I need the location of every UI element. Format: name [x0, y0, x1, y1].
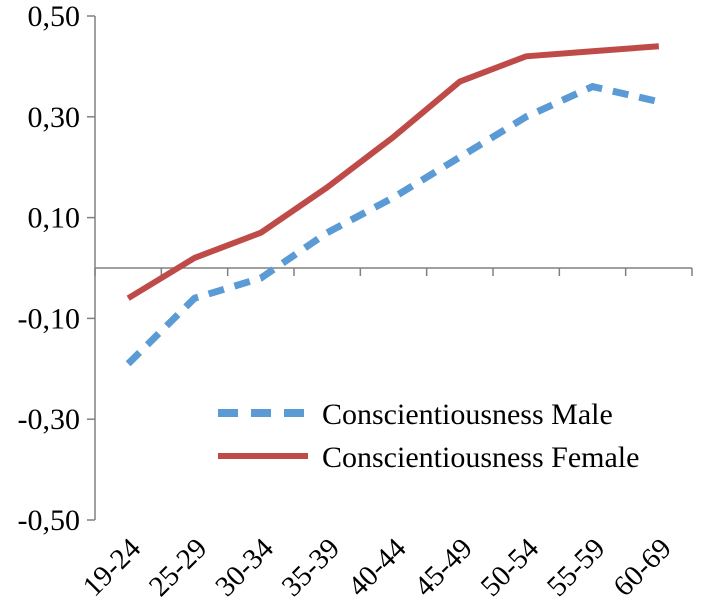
y-axis-label: -0,10	[18, 302, 81, 335]
y-axis-label: -0,50	[18, 504, 81, 537]
legend-female-label: Conscientiousness Female	[322, 441, 639, 474]
y-axis-label: 0,50	[28, 0, 81, 33]
female-series-line	[126, 43, 660, 301]
x-axis-label: 25-29	[143, 532, 213, 602]
x-axis-label: 40-44	[342, 532, 413, 603]
y-axis-label: 0,10	[28, 202, 81, 235]
y-axis-label: 0,30	[28, 101, 81, 134]
male-series-line	[125, 83, 660, 367]
x-axis-label: 35-39	[276, 532, 346, 602]
legend-male-label: Conscientiousness Male	[322, 398, 613, 431]
x-axis-label: 30-34	[209, 532, 280, 603]
x-axis-label: 45-49	[408, 532, 478, 602]
x-axis-label: 55-59	[541, 532, 611, 602]
x-axis-label: 50-54	[475, 532, 546, 603]
y-axis-label: -0,30	[18, 403, 81, 436]
x-axis-label: 19-24	[77, 532, 148, 603]
x-axis-label: 60-69	[607, 532, 677, 602]
